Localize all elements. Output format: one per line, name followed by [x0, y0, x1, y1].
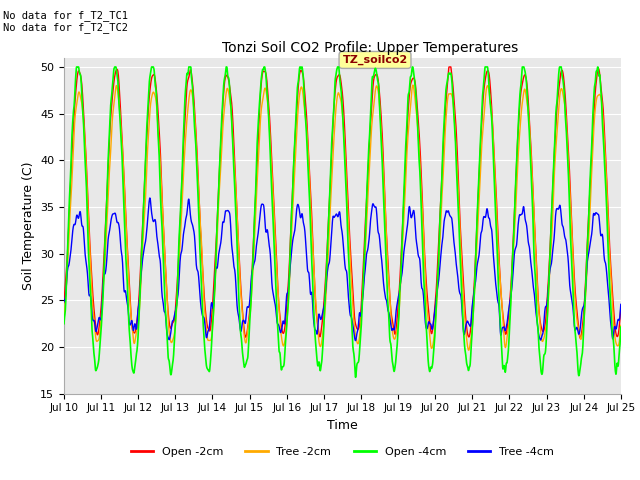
Legend: Open -2cm, Tree -2cm, Open -4cm, Tree -4cm: Open -2cm, Tree -2cm, Open -4cm, Tree -4…: [126, 443, 559, 462]
Y-axis label: Soil Temperature (C): Soil Temperature (C): [22, 161, 35, 290]
Title: Tonzi Soil CO2 Profile: Upper Temperatures: Tonzi Soil CO2 Profile: Upper Temperatur…: [222, 41, 518, 55]
Text: TZ_soilco2: TZ_soilco2: [342, 55, 408, 65]
X-axis label: Time: Time: [327, 419, 358, 432]
Text: No data for f_T2_TC1
No data for f_T2_TC2: No data for f_T2_TC1 No data for f_T2_TC…: [3, 10, 128, 33]
